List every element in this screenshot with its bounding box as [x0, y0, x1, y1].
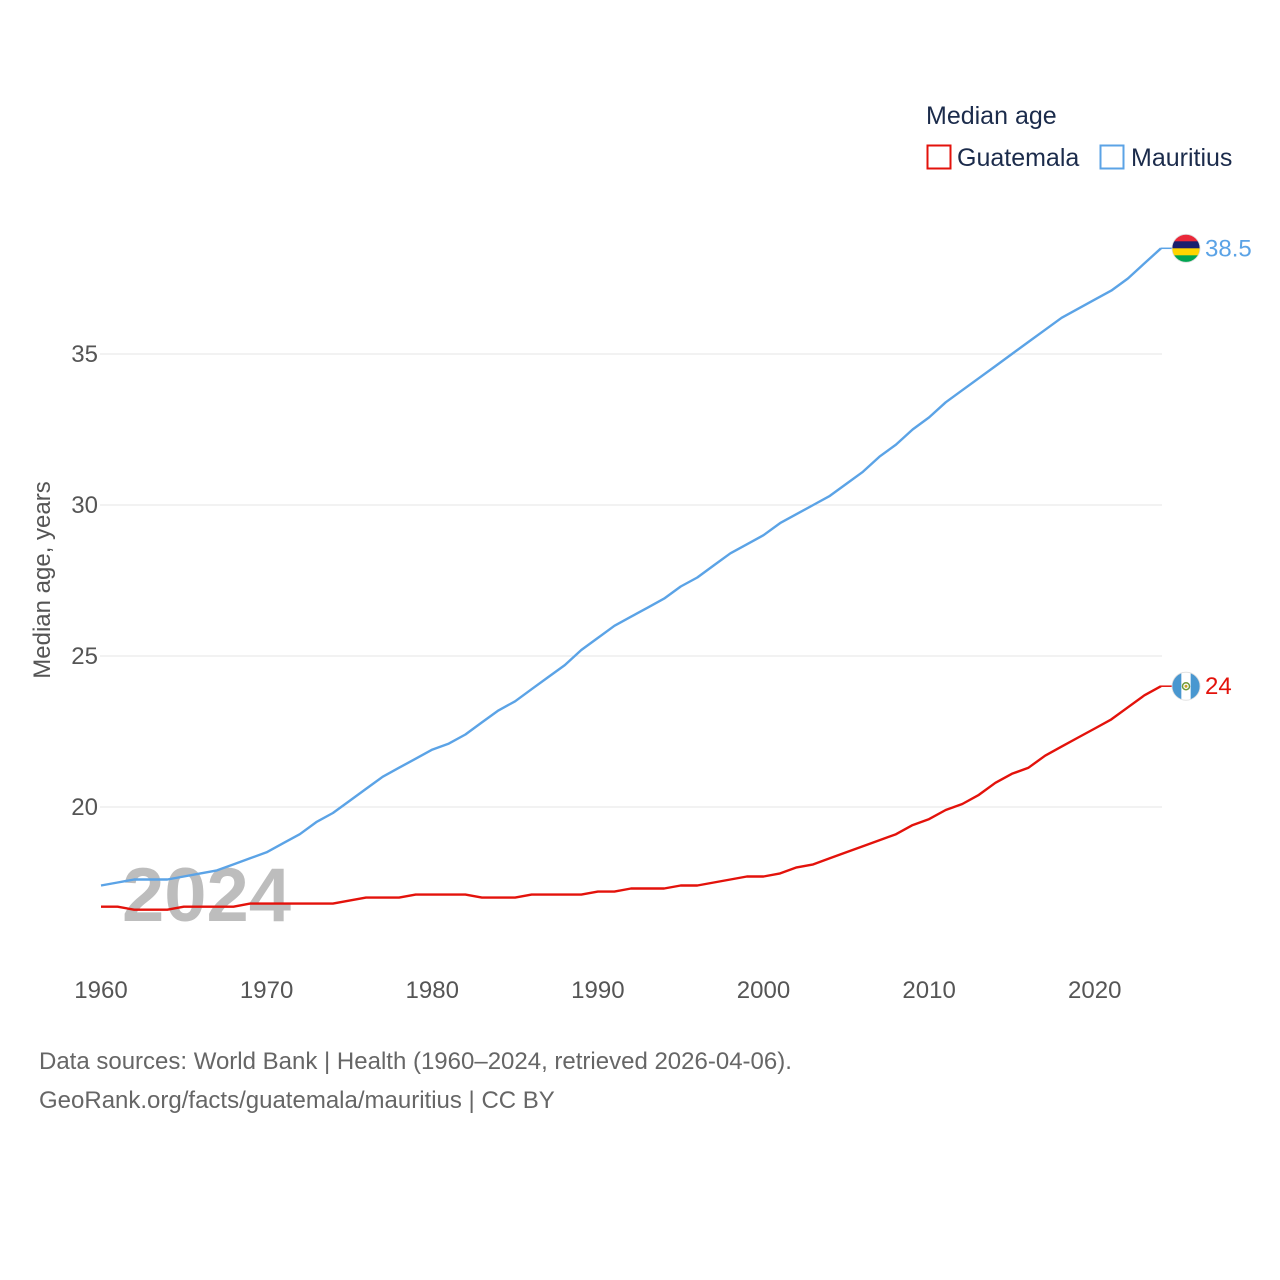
x-tick-label-1990: 1990 — [571, 977, 624, 1004]
x-tick-label-2010: 2010 — [902, 977, 955, 1004]
series-end-labels: 24 38.5 — [1161, 233, 1252, 701]
legend-item-guatemala[interactable]: Guatemala — [926, 144, 1080, 172]
x-tick-label-1960: 1960 — [74, 977, 127, 1004]
y-axis-title: Median age, years — [29, 481, 56, 678]
end-value-label-guatemala: 24 — [1205, 673, 1232, 700]
x-tick-label-2020: 2020 — [1068, 977, 1121, 1004]
series-line-mauritius[interactable] — [100, 247, 1162, 887]
series-line-guatemala[interactable] — [101, 685, 1162, 911]
y-tick-label-30: 30 — [71, 492, 98, 519]
y-tick-label-25: 25 — [71, 643, 98, 670]
x-axis-ticks: 1960 1970 1980 1990 2000 2010 2020 — [74, 977, 1121, 1004]
source-line-2[interactable]: GeoRank.org/facts/guatemala/mauritius | … — [39, 1087, 555, 1114]
legend-item-mauritius[interactable]: Mauritius — [1099, 144, 1233, 172]
legend-swatch-mauritius — [1099, 144, 1125, 170]
y-tick-label-35: 35 — [71, 341, 98, 368]
legend-swatch-guatemala — [926, 144, 952, 170]
end-value-label-mauritius: 38.5 — [1205, 235, 1252, 262]
gridlines — [100, 353, 1162, 808]
mauritius-flag-icon — [1171, 233, 1201, 263]
source-note: Data sources: World Bank | Health (1960–… — [39, 1048, 792, 1114]
y-axis-ticks: 20 25 30 35 — [71, 341, 98, 821]
source-line-1: Data sources: World Bank | Health (1960–… — [39, 1048, 792, 1075]
year-watermark: 2024 — [122, 853, 291, 938]
legend: Median age Guatemala Mauritius — [926, 102, 1232, 172]
x-tick-label-2000: 2000 — [737, 977, 790, 1004]
legend-label-mauritius: Mauritius — [1131, 144, 1232, 172]
y-tick-label-20: 20 — [71, 794, 98, 821]
legend-label-guatemala: Guatemala — [957, 144, 1079, 172]
legend-title: Median age — [926, 102, 1057, 130]
guatemala-flag-icon — [1171, 671, 1201, 701]
x-tick-label-1980: 1980 — [406, 977, 459, 1004]
x-tick-label-1970: 1970 — [240, 977, 293, 1004]
series-lines — [100, 247, 1162, 911]
